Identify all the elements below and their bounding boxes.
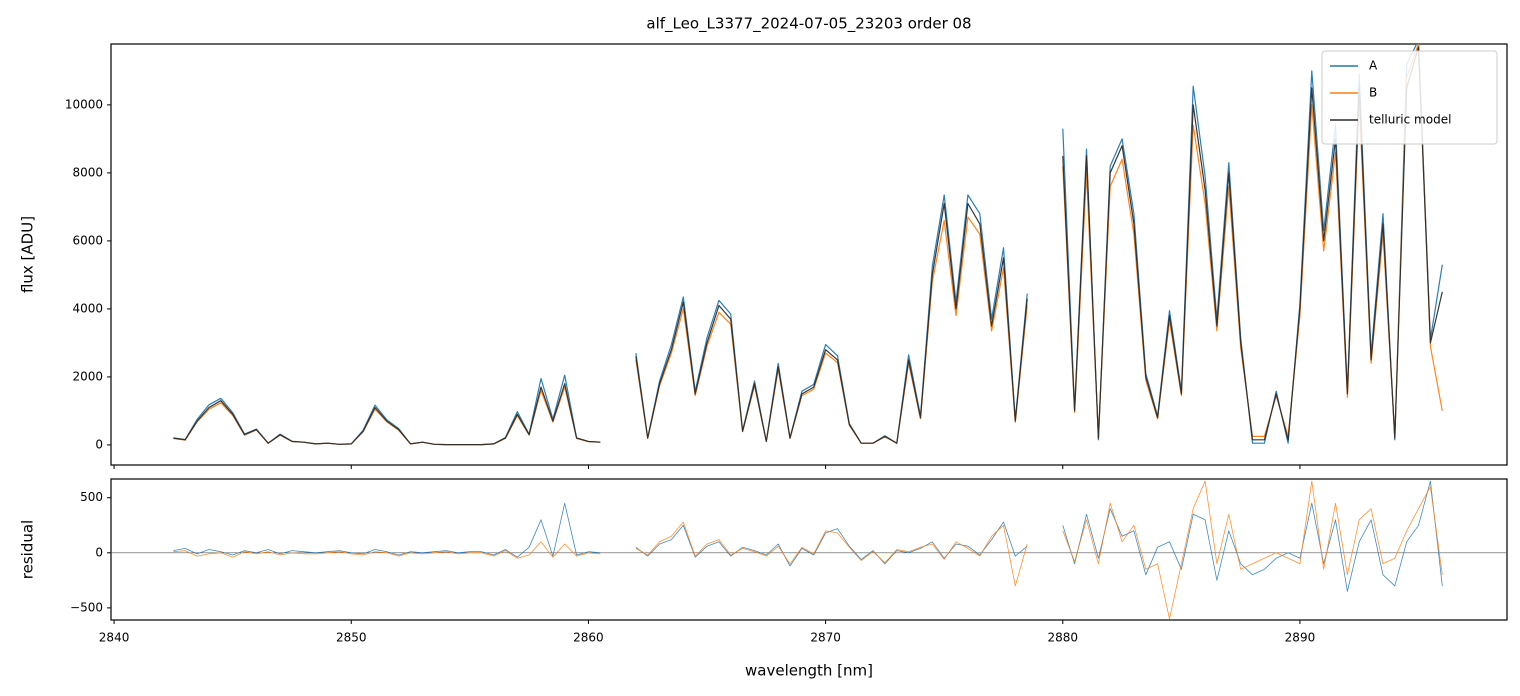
y-tick-label: 2000 [72, 369, 103, 383]
x-tick-label: 2870 [810, 631, 841, 645]
x-tick-label: 2880 [1048, 631, 1079, 645]
series-line [173, 44, 1443, 446]
y-tick-label: 0 [95, 437, 103, 451]
legend-box [1321, 50, 1498, 145]
series-line [173, 480, 1443, 620]
y-tick-label: −500 [70, 600, 103, 614]
axes-frame [110, 478, 1508, 621]
series-line [173, 46, 1443, 446]
legend-label: A [1369, 59, 1378, 73]
series-line [173, 44, 1443, 446]
y-tick-label: 10000 [65, 97, 103, 111]
y-tick-label: 500 [80, 490, 103, 504]
legend-label: telluric model [1369, 113, 1451, 127]
y-tick-label: 6000 [72, 233, 103, 247]
x-axis-label: wavelength [nm] [745, 662, 873, 680]
legend-label: B [1369, 86, 1377, 100]
y-axis-label: flux [ADU] [19, 216, 37, 293]
axes-frame [110, 43, 1508, 466]
chart-title: alf_Leo_L3377_2024-07-05_23203 order 08 [646, 15, 971, 34]
plot-area [173, 480, 1443, 620]
series-line [173, 480, 1443, 592]
x-tick-label: 2860 [573, 631, 604, 645]
y-tick-label: 4000 [72, 301, 103, 315]
x-tick-label: 2850 [336, 631, 367, 645]
plot-area [173, 44, 1443, 446]
y-tick-label: 8000 [72, 165, 103, 179]
y-axis-label: residual [19, 520, 37, 579]
x-tick-label: 2840 [99, 631, 130, 645]
x-tick-label: 2890 [1285, 631, 1316, 645]
y-tick-label: 0 [95, 545, 103, 559]
